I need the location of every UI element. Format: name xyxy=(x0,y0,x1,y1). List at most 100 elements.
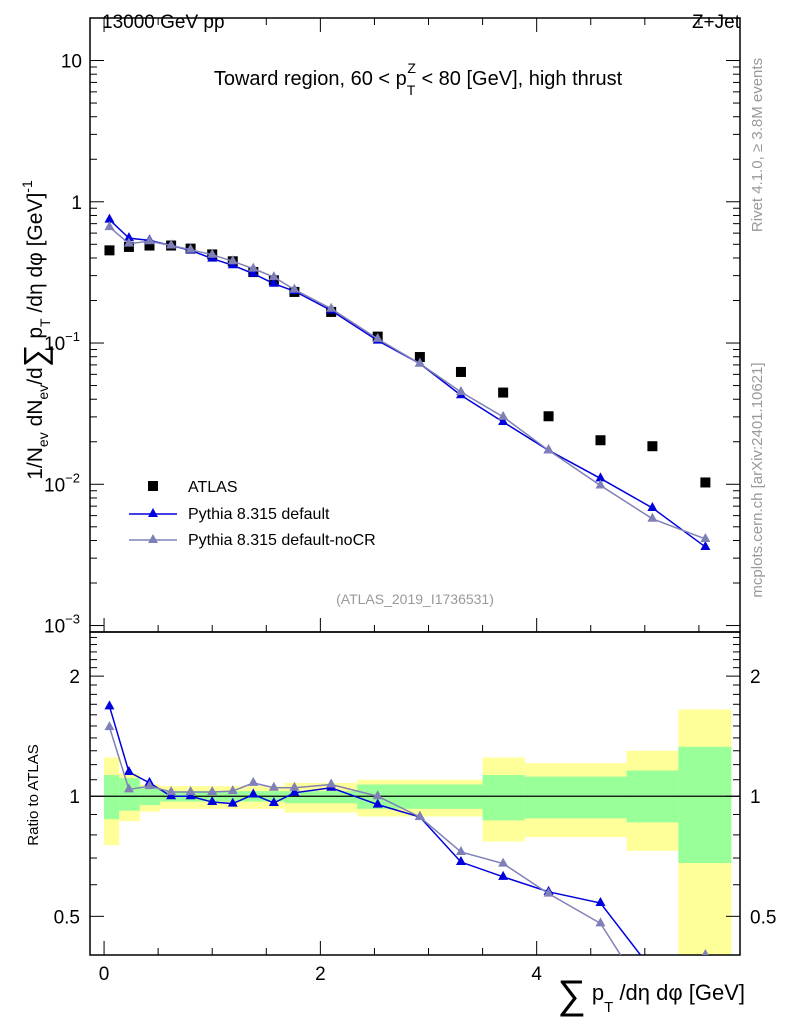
data-point-default xyxy=(123,232,134,242)
data-point-atlas xyxy=(104,245,115,256)
y-tick-label: 10−2 xyxy=(44,470,80,496)
data-point-default xyxy=(104,213,115,223)
data-point-nocr xyxy=(372,332,383,342)
data-point-nocr xyxy=(543,444,554,454)
data-point-default xyxy=(700,540,711,550)
data-point-default xyxy=(498,416,509,426)
data-point-atlas xyxy=(123,241,134,252)
y-tick-label: 10−3 xyxy=(44,612,80,638)
legend-marker-nocr xyxy=(148,534,158,543)
data-point-nocr xyxy=(104,221,115,231)
data-point-nocr xyxy=(455,386,466,396)
ratio-point-default xyxy=(455,856,466,866)
ratio-point-nocr xyxy=(166,785,177,795)
ratio-point-default xyxy=(498,870,509,880)
legend: ATLAS Pythia 8.315 default Pythia 8.315 … xyxy=(129,479,376,549)
ratio-point-nocr xyxy=(543,887,554,897)
ratio-point-nocr xyxy=(207,785,218,795)
data-point-nocr xyxy=(268,271,279,281)
ratio-point-default xyxy=(227,797,238,807)
legend-label-atlas: ATLAS xyxy=(188,479,238,496)
ratio-y-tick-label-right: 1 xyxy=(750,787,761,808)
data-point-atlas xyxy=(144,240,155,251)
data-point-nocr xyxy=(227,255,238,265)
main-title: Toward region, 60 < pTZ < 80 [GeV], high… xyxy=(214,60,623,98)
ratio-y-tick-label: 2 xyxy=(69,667,80,688)
ratio-point-nocr xyxy=(289,781,300,791)
ratio-point-nocr xyxy=(104,721,115,731)
rivet-label: Rivet 4.1.0, ≥ 3.8M events xyxy=(749,58,766,232)
stat-uncertainty-band xyxy=(284,791,358,804)
data-point-atlas xyxy=(595,435,606,446)
ratio-y-label: Ratio to ATLAS xyxy=(25,744,42,845)
header-left: 13000 GeV pp xyxy=(102,12,225,33)
ratio-point-nocr xyxy=(144,780,155,790)
ratio-point-default xyxy=(595,896,606,906)
svg-text:1/Nev dNev/d∑ pT /dη dφ [GeV]: 1/Nev dNev/d∑ pT /dη dφ [GeV]-1 xyxy=(17,180,53,480)
main-y-label: 1/Nev dNev/d∑ pT /dη dφ [GeV]-1 xyxy=(17,180,53,480)
legend-marker-default xyxy=(148,508,158,517)
ratio-frame xyxy=(89,631,741,956)
x-tick-label: 2 xyxy=(315,964,326,985)
data-point-nocr xyxy=(414,357,425,367)
stat-uncertainty-band xyxy=(524,776,627,819)
series-line-default xyxy=(108,219,706,548)
data-point-atlas xyxy=(414,352,425,363)
x-tick-label: 4 xyxy=(531,964,542,985)
data-point-atlas xyxy=(543,411,554,422)
x-axis-label: ∑ pT /dη dφ [GeV] xyxy=(557,973,745,1017)
data-point-atlas xyxy=(498,387,509,398)
data-point-nocr xyxy=(647,512,658,522)
ratio-panel: 2 2 1 1 0.5 0.5 0 2 4 xyxy=(54,631,776,985)
ratio-point-nocr xyxy=(268,781,279,791)
ratio-point-nocr xyxy=(185,785,196,795)
stat-uncertainty-band xyxy=(119,778,140,811)
data-point-nocr xyxy=(123,237,134,247)
data-point-nocr xyxy=(700,532,711,542)
ratio-point-nocr xyxy=(372,790,383,800)
ratio-point-default xyxy=(289,786,300,796)
data-point-default xyxy=(595,472,606,482)
ratio-point-nocr xyxy=(595,917,606,927)
ratio-point-nocr xyxy=(498,857,509,867)
data-point-nocr xyxy=(207,248,218,258)
data-point-default xyxy=(268,277,279,287)
data-point-nocr xyxy=(498,410,509,420)
y-tick-label: 10 xyxy=(61,52,82,73)
ratio-point-default xyxy=(248,788,259,798)
data-point-atlas xyxy=(455,366,466,377)
data-point-default xyxy=(248,267,259,277)
ratio-point-nocr xyxy=(326,778,337,788)
ratio-point-nocr xyxy=(414,811,425,821)
data-point-nocr xyxy=(595,479,606,489)
main-panel: 10 1 10−1 10−2 10−3 xyxy=(44,17,741,955)
ratio-y-tick-label-right: 2 xyxy=(750,667,761,688)
stat-uncertainty-band xyxy=(482,775,525,821)
stat-uncertainty-band xyxy=(104,775,120,820)
y-tick-label: 10−1 xyxy=(44,329,80,355)
ratio-y-tick-label-right: 0.5 xyxy=(750,907,776,928)
data-point-atlas xyxy=(700,477,711,488)
data-point-nocr xyxy=(248,262,259,272)
data-point-default xyxy=(647,501,658,511)
ratio-point-nocr xyxy=(455,845,466,855)
y-tick-label: 1 xyxy=(71,193,82,214)
ratio-series-nocr xyxy=(104,721,709,955)
ratio-point-nocr xyxy=(123,783,134,793)
ratio-y-tick-label: 1 xyxy=(69,787,80,808)
ratio-point-default xyxy=(207,796,218,806)
data-point-nocr xyxy=(289,283,300,293)
ratio-point-nocr xyxy=(227,785,238,795)
ratio-point-default xyxy=(268,796,279,806)
ratio-series-default xyxy=(104,700,657,973)
legend-marker-atlas xyxy=(148,481,158,491)
data-point-nocr xyxy=(166,239,177,249)
stat-uncertainty-band xyxy=(678,746,732,864)
ratio-y-tick-label: 0.5 xyxy=(54,907,80,928)
data-point-nocr xyxy=(185,243,196,253)
ratio-point-default xyxy=(104,700,115,710)
ratio-point-default xyxy=(647,964,657,973)
legend-label-nocr: Pythia 8.315 default-noCR xyxy=(188,532,376,549)
x-tick-label: 0 xyxy=(99,964,110,985)
